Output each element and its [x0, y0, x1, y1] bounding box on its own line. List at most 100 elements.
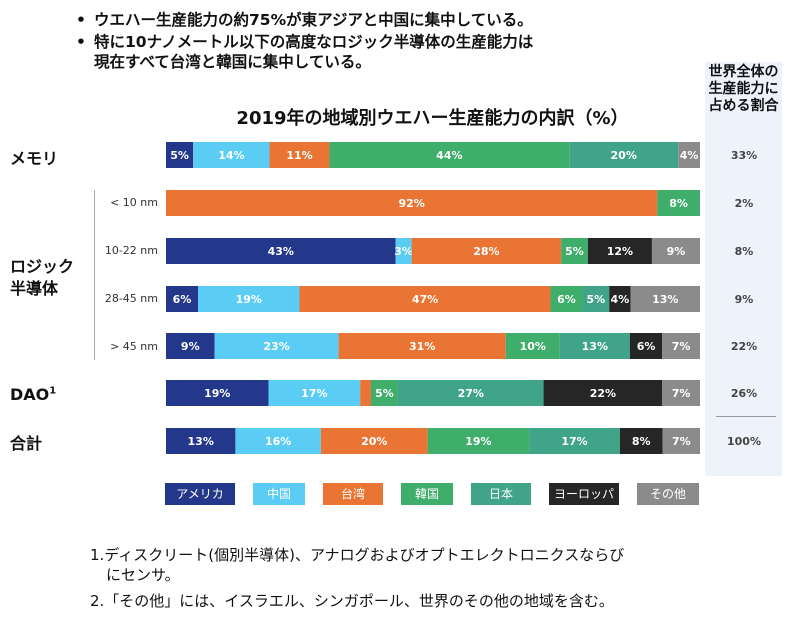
sublabel-10-22: 10-22 nm: [104, 244, 158, 257]
legend-swatch-taiwan: [323, 483, 383, 505]
bar-segment-row3-japan: [582, 286, 610, 312]
legend-label-china: 中国: [267, 486, 291, 501]
bar-segment-row2-china: [395, 238, 412, 264]
data-label-row3-america: 6%: [173, 293, 192, 306]
share-value-row2: 8%: [735, 245, 754, 258]
data-label-row5-other: 7%: [672, 387, 691, 400]
data-label-row6-china: 16%: [265, 435, 291, 448]
data-label-row2-europe: 12%: [607, 245, 633, 258]
data-label-row0-taiwan: 11%: [286, 149, 312, 162]
data-label-row2-korea: 5%: [565, 245, 584, 258]
data-label-row3-taiwan: 47%: [412, 293, 438, 306]
bar-segment-row6-china: [235, 428, 321, 454]
footnote-2: 2.「その他」には、イスラエル、シンガポール、世界のその他の地域を含む。: [90, 592, 614, 610]
bar-segment-row2-europe: [587, 238, 652, 264]
data-label-row3-europe: 4%: [611, 293, 630, 306]
data-label-row4-europe: 6%: [637, 340, 656, 353]
data-label-row3-japan: 5%: [587, 293, 606, 306]
bar-segment-row0-japan: [569, 142, 679, 168]
data-label-row3-other: 13%: [652, 293, 678, 306]
bar-segment-row4-china: [214, 333, 339, 359]
category-memory: メモリ: [10, 149, 59, 168]
data-label-row3-korea: 6%: [557, 293, 576, 306]
bar-segment-row5-other: [662, 380, 700, 406]
bar-segment-row6-europe: [619, 428, 663, 454]
data-label-row5-japan: 27%: [458, 387, 484, 400]
data-label-row0-america: 5%: [170, 149, 189, 162]
data-label-row2-taiwan: 28%: [473, 245, 499, 258]
bar-segment-row4-other: [662, 333, 700, 359]
bar-segment-row5-europe: [543, 380, 663, 406]
bar-segment-row4-taiwan: [338, 333, 506, 359]
share-column-background: [705, 140, 782, 476]
bar-segment-row0-taiwan: [269, 142, 330, 168]
data-label-row4-america: 9%: [181, 340, 200, 353]
footnote-1-line-2: にセンサ。: [106, 566, 180, 584]
bar-segment-row5-japan: [397, 380, 544, 406]
share-value-row5: 26%: [731, 387, 757, 400]
share-column-separator: [716, 416, 776, 417]
data-label-row5-europe: 22%: [590, 387, 616, 400]
data-label-row0-japan: 20%: [611, 149, 637, 162]
bar-segment-row3-europe: [609, 286, 631, 312]
legend-swatch-other: [637, 483, 699, 505]
bar-segment-row2-america: [166, 238, 396, 264]
bar-segment-row2-taiwan: [411, 238, 562, 264]
data-label-row0-korea: 44%: [436, 149, 462, 162]
category-logic: ロジック 半導体: [10, 256, 74, 300]
category-logic-line-2: 半導体: [10, 279, 59, 298]
data-label-row0-china: 14%: [218, 149, 244, 162]
data-label-row6-japan: 17%: [561, 435, 587, 448]
bar-segment-row5-china: [268, 380, 361, 406]
data-label-row3-china: 19%: [236, 293, 262, 306]
logic-bracket: [94, 190, 95, 360]
bar-segment-row6-japan: [529, 428, 620, 454]
data-label-row1-korea: 8%: [669, 197, 688, 210]
bar-segment-row1-korea: [657, 190, 700, 216]
data-label-row4-china: 23%: [263, 340, 289, 353]
bullet-list: ウエハー生産能力の約75%が東アジアと中国に集中している。 特に10ナノメートル…: [72, 10, 692, 74]
bullet-2: 特に10ナノメートル以下の高度なロジック半導体の生産能力は現在すべて台湾と韓国に…: [72, 32, 692, 72]
bar-segment-row6-other: [662, 428, 700, 454]
bar-segment-row3-korea: [550, 286, 583, 312]
bullet-2-line-1: 特に10ナノメートル以下の高度なロジック半導体の生産能力は: [94, 33, 534, 51]
data-label-row6-korea: 19%: [465, 435, 491, 448]
legend-label-europe: ヨーロッパ: [554, 487, 614, 501]
sublabel-gt45: > 45 nm: [110, 340, 158, 353]
legend-label-other: その他: [650, 487, 686, 501]
share-value-row4: 22%: [731, 340, 757, 353]
legend-swatch-korea: [401, 483, 453, 505]
legend-label-japan: 日本: [489, 487, 513, 501]
bar-segment-row4-korea: [505, 333, 560, 359]
legend-swatch-europe: [549, 483, 619, 505]
data-label-row4-korea: 10%: [520, 340, 546, 353]
bar-segment-row3-china: [198, 286, 300, 312]
bar-segment-row6-taiwan: [320, 428, 428, 454]
share-value-row0: 33%: [731, 149, 757, 162]
legend-swatch-china: [253, 483, 305, 505]
data-label-row6-europe: 8%: [632, 435, 651, 448]
bar-segment-row2-other: [651, 238, 700, 264]
share-value-row1: 2%: [735, 197, 754, 210]
legend-swatch-america: [165, 483, 235, 505]
bar-segment-row4-america: [166, 333, 215, 359]
footnote-1: 1.ディスクリート(個別半導体)、アナログおよびオプトエレクトロニクスならび に…: [90, 545, 780, 585]
legend-swatch-japan: [471, 483, 531, 505]
bar-segment-row3-taiwan: [299, 286, 551, 312]
bar-segment-row0-other: [678, 142, 700, 168]
data-label-row2-america: 43%: [268, 245, 294, 258]
data-label-row6-taiwan: 20%: [361, 435, 387, 448]
legend-label-america: アメリカ: [176, 487, 223, 501]
category-total: 合計: [10, 434, 43, 453]
share-value-row6: 100%: [727, 435, 761, 448]
bar-segment-row1-taiwan: [166, 190, 658, 216]
category-dao-footnote-mark: 1: [49, 385, 57, 397]
share-value-row3: 9%: [735, 293, 754, 306]
bar-segment-row4-europe: [629, 333, 663, 359]
sublabel-28-45: 28-45 nm: [104, 292, 158, 305]
footnote-1-line-1: 1.ディスクリート(個別半導体)、アナログおよびオプトエレクトロニクスならび: [90, 546, 625, 564]
data-label-row4-other: 7%: [672, 340, 691, 353]
bar-segment-row2-korea: [561, 238, 588, 264]
bar-segment-row6-america: [166, 428, 236, 454]
